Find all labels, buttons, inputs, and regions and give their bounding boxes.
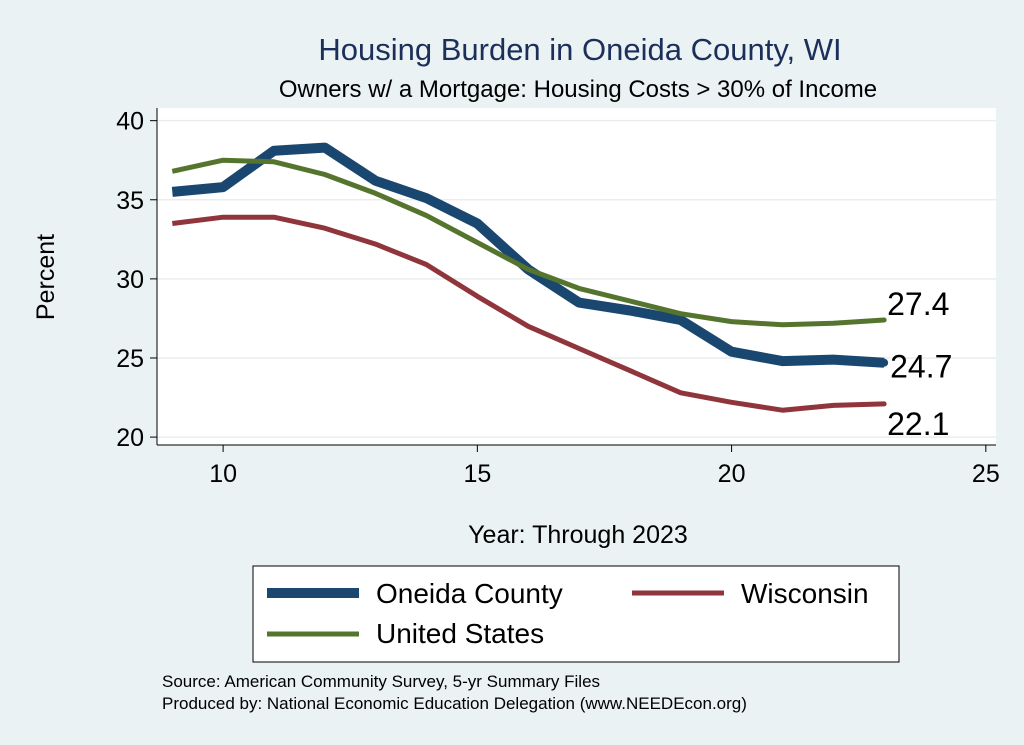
series-endpoint-wisconsin xyxy=(881,401,887,407)
end-label-united-states: 27.4 xyxy=(887,286,949,322)
end-label-wisconsin: 22.1 xyxy=(887,406,949,442)
x-tick-label-20: 20 xyxy=(718,460,746,488)
series-endpoint-oneida-county xyxy=(880,358,889,367)
end-label-oneida-county: 24.7 xyxy=(890,349,952,385)
axes: 20 25 30 35 40 10 15 20 25 xyxy=(116,108,1000,488)
y-tick-label-30: 30 xyxy=(116,266,144,294)
chart-subtitle: Owners w/ a Mortgage: Housing Costs > 30… xyxy=(279,76,877,103)
y-tick-label-40: 40 xyxy=(116,108,144,136)
legend-box xyxy=(252,565,900,663)
y-tick-label-35: 35 xyxy=(116,187,144,215)
legend-label-wisconsin: Wisconsin xyxy=(741,578,869,609)
x-tick-label-10: 10 xyxy=(209,460,237,488)
chart-title: Housing Burden in Oneida County, WI xyxy=(318,32,841,67)
produced-by-note: Produced by: National Economic Education… xyxy=(162,694,747,713)
legend: Oneida County Wisconsin United States xyxy=(252,565,900,663)
series-line-united-states xyxy=(171,157,885,328)
y-axis-title: Percent xyxy=(32,234,60,320)
y-tick-label-20: 20 xyxy=(116,424,144,452)
x-tick-label-15: 15 xyxy=(463,460,491,488)
plot-area xyxy=(157,108,996,445)
legend-label-oneida-county: Oneida County xyxy=(376,578,563,609)
series-line-wisconsin xyxy=(171,214,885,413)
source-note: Source: American Community Survey, 5-yr … xyxy=(162,672,600,691)
end-labels: 24.7 22.1 27.4 xyxy=(887,286,952,442)
series-endpoint-united-states xyxy=(881,317,887,323)
x-axis-title: Year: Through 2023 xyxy=(468,521,688,549)
legend-label-united-states: United States xyxy=(376,618,544,649)
x-tick-label-25: 25 xyxy=(972,460,1000,488)
y-tick-label-25: 25 xyxy=(116,345,144,373)
series-layer xyxy=(171,142,889,413)
